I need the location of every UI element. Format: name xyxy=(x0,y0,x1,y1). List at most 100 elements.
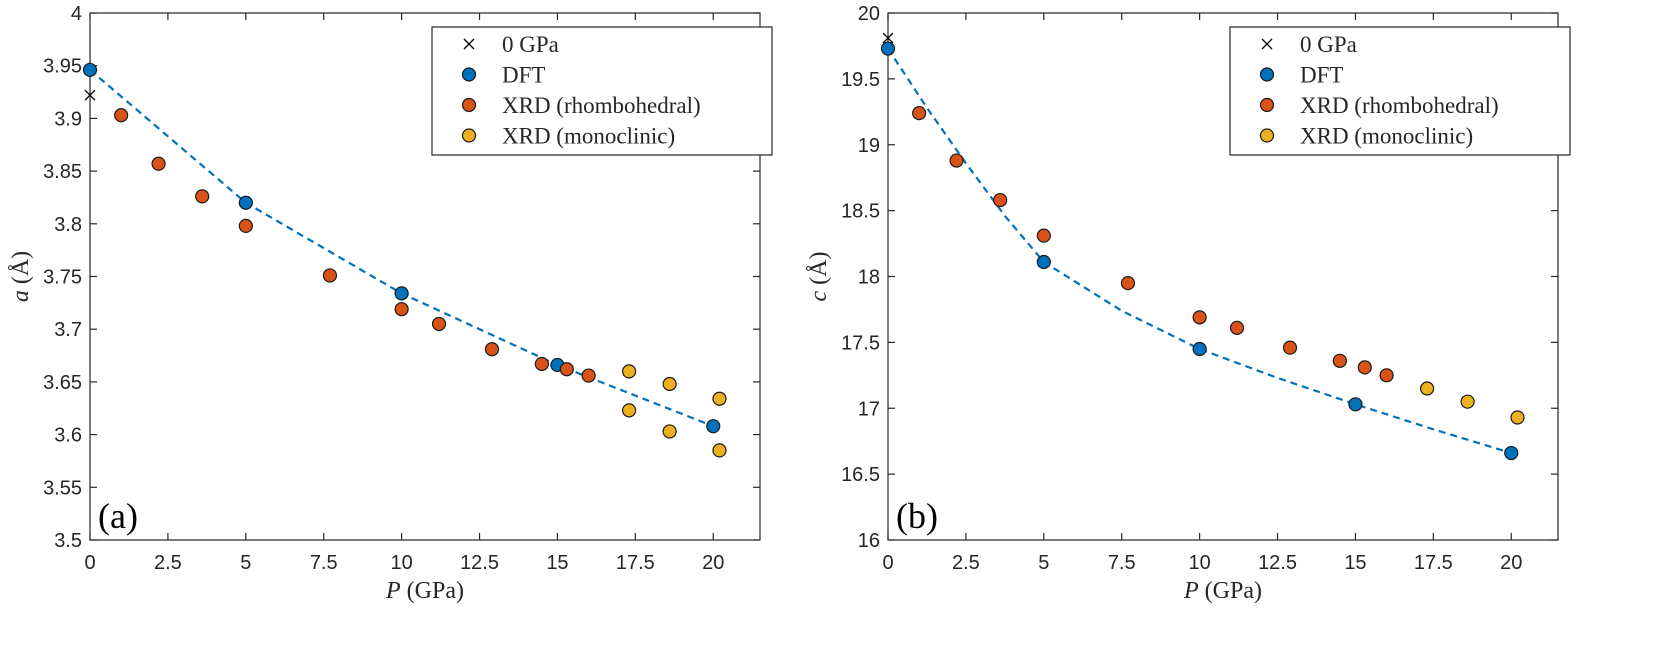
legend-label-xrd-rhombohedral: XRD (rhombohedral) xyxy=(1300,93,1499,118)
xrd-monoclinic-point xyxy=(622,364,637,379)
y-tick-label: 20 xyxy=(858,3,880,25)
legend-marker-xrd-rhombohedral xyxy=(1259,97,1275,113)
xrd-rhombohedral-point xyxy=(1379,368,1394,383)
panel-label-a: (a) xyxy=(98,496,138,536)
zero-gpa-point xyxy=(882,32,894,44)
xrd-monoclinic-point xyxy=(662,376,677,392)
y-axis-label: a (Å) xyxy=(8,251,34,302)
dft-point xyxy=(706,419,721,434)
legend-marker-xrd-rhombohedral xyxy=(461,97,477,113)
x-tick-label: 20 xyxy=(1500,552,1522,574)
xrd-rhombohedral-point xyxy=(394,302,409,317)
x-axis-label: P (GPa) xyxy=(385,578,464,604)
x-tick-label: 5 xyxy=(240,552,251,574)
legend-marker-xrd-monoclinic xyxy=(1259,128,1275,143)
dft-point xyxy=(238,195,253,210)
xrd-rhombohedral-point xyxy=(1120,275,1136,291)
xrd-rhombohedral-point xyxy=(1229,320,1245,335)
xrd-rhombohedral-point xyxy=(1332,353,1347,368)
y-tick-label: 16.5 xyxy=(841,464,880,486)
y-tick-label: 18.5 xyxy=(841,201,880,223)
xrd-rhombohedral-point xyxy=(949,153,964,168)
x-tick-label: 10 xyxy=(391,552,413,574)
x-tick-label: 5 xyxy=(1038,552,1049,574)
xrd-rhombohedral-point xyxy=(431,316,447,332)
panel-a: 0 2.5 5 7.5 10 12.5 15 17.5 20 3.5 3.55 3.6 3.65 3.7 3… xyxy=(8,3,773,604)
xrd-rhombohedral-point xyxy=(151,156,166,171)
x-axis-label: P (GPa) xyxy=(1183,578,1262,604)
xrd-rhombohedral-point xyxy=(238,218,253,234)
legend-box xyxy=(1229,26,1571,156)
zero-gpa-point xyxy=(84,89,96,101)
dft-point xyxy=(880,41,896,56)
xrd-monoclinic-point xyxy=(1510,410,1525,425)
legend-b: 0 GPa DFT XRD (rhombohedral) XRD (monoclini… xyxy=(1229,26,1571,156)
panel-b: 0 2.5 5 7.5 10 12.5 15 17.5 20 16 16.5 17 17.5 18 18.5… xyxy=(806,3,1571,604)
y-tick-label: 3.8 xyxy=(54,214,82,236)
legend-marker-zero-gpa xyxy=(1261,38,1273,50)
y-tick-label: 3.5 xyxy=(54,530,82,552)
xrd-rhombohedral-point xyxy=(1192,310,1207,325)
xrd-rhombohedral-point xyxy=(581,368,596,383)
y-tick-label: 3.65 xyxy=(43,372,82,394)
y-tick-label: 18 xyxy=(858,267,880,289)
y-tick-label: 19 xyxy=(858,135,880,157)
dft-point xyxy=(82,62,98,78)
xrd-monoclinic-point xyxy=(622,403,637,418)
y-tick-label: 3.85 xyxy=(43,161,82,183)
xrd-monoclinic-point xyxy=(1460,394,1475,409)
xrd-rhombohedral-point xyxy=(559,362,574,377)
xrd-rhombohedral-point xyxy=(1282,340,1298,355)
xrd-rhombohedral-point xyxy=(912,106,927,121)
xrd-monoclinic-point xyxy=(1420,381,1435,396)
legend-marker-dft xyxy=(461,67,477,82)
x-tick-label: 20 xyxy=(702,552,724,574)
legend-marker-dft xyxy=(1259,67,1275,82)
x-tick-label: 7.5 xyxy=(1108,552,1136,574)
xrd-rhombohedral-point xyxy=(114,108,129,123)
xrd-rhombohedral-point xyxy=(322,268,338,283)
x-tick-label: 15 xyxy=(1344,552,1366,574)
legend-marker-zero-gpa xyxy=(463,38,475,50)
dft-point xyxy=(394,286,409,301)
legend-box xyxy=(431,26,773,156)
x-tick-label: 15 xyxy=(546,552,568,574)
y-tick-label: 17.5 xyxy=(841,332,880,354)
x-tick-label: 12.5 xyxy=(460,552,499,574)
dft-point xyxy=(1504,445,1519,461)
y-tick-label: 3.75 xyxy=(43,267,82,289)
y-tick-label: 4 xyxy=(71,3,82,25)
x-tick-label: 17.5 xyxy=(1414,552,1453,574)
panel-label-b: (b) xyxy=(896,496,938,536)
x-tick-label: 10 xyxy=(1189,552,1211,574)
legend-label-zero-gpa: 0 GPa xyxy=(1300,32,1357,57)
xrd-rhombohedral-point xyxy=(534,356,549,372)
x-tick-label: 0 xyxy=(84,552,95,574)
x-tick-label: 2.5 xyxy=(154,552,182,574)
xrd-monoclinic-point xyxy=(712,443,727,458)
y-tick-label: 16 xyxy=(858,530,880,552)
xrd-rhombohedral-point xyxy=(993,192,1008,208)
y-tick-label: 17 xyxy=(858,398,880,420)
xrd-monoclinic-point xyxy=(712,391,727,406)
legend-label-dft: DFT xyxy=(502,63,545,88)
xrd-rhombohedral-point xyxy=(195,189,210,204)
legend-a: 0 GPa DFT XRD (rhombohedral) XRD (monoclini… xyxy=(431,26,773,156)
y-tick-label: 19.5 xyxy=(841,69,880,91)
xrd-monoclinic-point xyxy=(662,424,677,439)
x-tick-label: 7.5 xyxy=(310,552,338,574)
dft-point xyxy=(1192,341,1207,357)
y-tick-label: 3.7 xyxy=(54,319,82,341)
dft-point xyxy=(1348,397,1363,412)
dft-point xyxy=(1036,254,1051,270)
x-tick-label: 17.5 xyxy=(616,552,655,574)
legend-marker-xrd-monoclinic xyxy=(461,128,477,143)
x-tick-label: 12.5 xyxy=(1258,552,1297,574)
legend-label-xrd-monoclinic: XRD (monoclinic) xyxy=(502,124,675,149)
y-axis-label: c (Å) xyxy=(806,252,832,302)
xrd-rhombohedral-point xyxy=(484,342,500,357)
x-tick-label: 2.5 xyxy=(952,552,980,574)
y-tick-label: 3.6 xyxy=(54,425,82,447)
xrd-rhombohedral-point xyxy=(1036,228,1051,243)
